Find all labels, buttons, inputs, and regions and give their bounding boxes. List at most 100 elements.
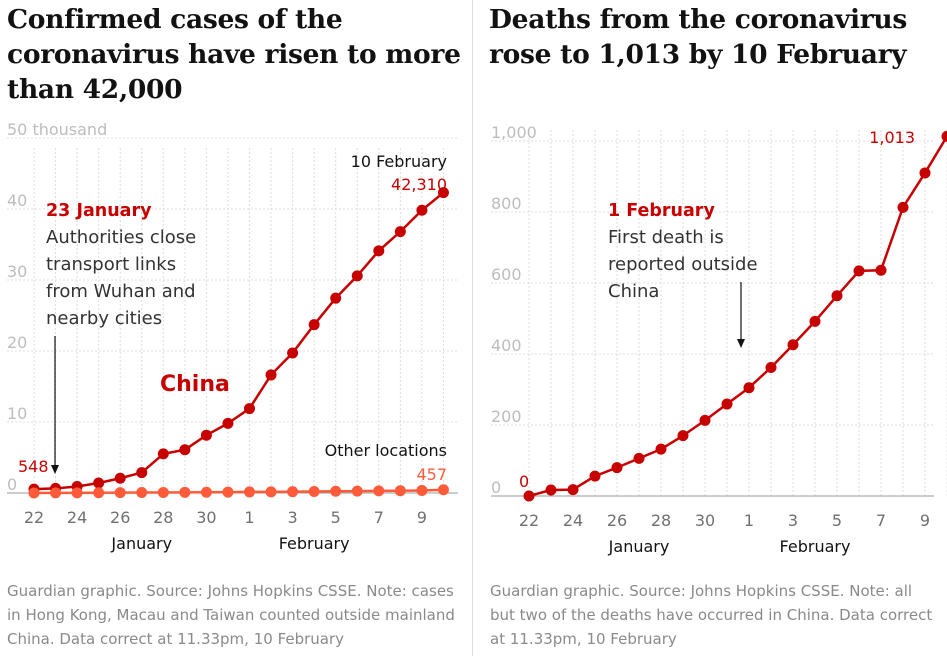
x-tick-label: 5: [832, 511, 842, 530]
y-tick-label: 800: [491, 194, 522, 213]
data-point-deaths: [919, 167, 931, 179]
x-tick-label: 7: [374, 508, 384, 527]
data-point-china: [351, 270, 363, 282]
x-tick-label: 24: [67, 508, 87, 527]
annotation-arrowhead: [737, 339, 745, 348]
cases-footnote: Guardian graphic. Source: Johns Hopkins …: [7, 582, 455, 648]
y-tick-label: 0: [491, 478, 501, 497]
x-tick-label: 9: [417, 508, 427, 527]
event-date-annotation: 23 January: [46, 201, 152, 221]
event-text-annotation: reported outside: [608, 254, 758, 275]
data-point-deaths: [567, 484, 579, 496]
event-text-annotation: transport links: [46, 254, 176, 275]
y-tick-label: 400: [491, 336, 522, 355]
data-point-other: [373, 485, 385, 497]
data-point-other: [308, 485, 320, 497]
other-value-label: 457: [416, 465, 447, 484]
y-tick-label: 0: [7, 475, 17, 494]
x-tick-label: 3: [288, 508, 298, 527]
x-tick-label: 7: [876, 511, 886, 530]
deaths-chart: 1,000 800 600 400 200 0 22 24 26 28 30 1 3 5 7 9 January…: [491, 123, 947, 556]
event-text-annotation: Authorities close: [46, 227, 196, 248]
data-point-deaths: [809, 315, 821, 327]
data-point-deaths: [611, 462, 623, 474]
data-point-deaths: [787, 339, 799, 351]
data-point-other: [93, 487, 105, 499]
y-tick-label: 600: [491, 265, 522, 284]
x-tick-label: 28: [651, 511, 671, 530]
x-tick-label: 30: [695, 511, 715, 530]
cases-panel: Confirmed cases of the coronavirus have …: [0, 0, 468, 656]
data-point-deaths: [875, 264, 887, 276]
data-point-deaths: [523, 490, 535, 502]
data-point-other: [265, 486, 277, 498]
data-point-other: [179, 486, 191, 498]
data-point-deaths: [721, 398, 733, 410]
end-date-label: 10 February: [351, 152, 447, 171]
data-point-china: [265, 369, 277, 381]
cases-chart-title: Confirmed cases of the coronavirus have …: [7, 4, 461, 105]
x-tick-label: 24: [563, 511, 583, 530]
data-point-deaths: [699, 414, 711, 426]
data-point-china: [394, 226, 406, 238]
data-point-china: [179, 444, 191, 456]
data-point-deaths: [589, 470, 601, 482]
data-point-deaths: [677, 430, 689, 442]
y-tick-label: 1,000: [491, 123, 537, 142]
data-point-other: [416, 484, 428, 496]
x-tick-label: 1: [244, 508, 254, 527]
y-tick-label: 200: [491, 407, 522, 426]
data-point-other: [136, 487, 148, 499]
data-point-other: [287, 486, 299, 498]
event-text-annotation: First death is: [608, 227, 724, 248]
x-tick-label: 26: [110, 508, 130, 527]
end-value-label: 1,013: [869, 128, 915, 147]
x-tick-label: 26: [607, 511, 627, 530]
data-point-deaths: [655, 443, 667, 455]
month-label-january: January: [608, 537, 670, 556]
other-locations-label: Other locations: [325, 441, 447, 460]
deaths-panel: Deaths from the coronavirus rose to 1,01…: [482, 0, 947, 656]
data-point-china: [222, 417, 234, 429]
start-value-label: 548: [18, 457, 49, 476]
data-point-china: [114, 472, 126, 484]
y-tick-label: 50 thousand: [7, 120, 107, 139]
y-tick-label: 10: [7, 404, 27, 423]
event-text-annotation: China: [608, 281, 659, 302]
month-label-january: January: [110, 534, 172, 553]
data-point-deaths: [633, 452, 645, 464]
annotation-arrowhead: [51, 465, 59, 474]
month-label-february: February: [279, 534, 350, 553]
data-point-deaths: [897, 201, 909, 213]
data-point-china: [437, 187, 449, 199]
month-label-february: February: [780, 537, 851, 556]
data-point-deaths: [743, 382, 755, 394]
data-point-other: [28, 487, 40, 499]
x-tick-label: 5: [331, 508, 341, 527]
x-tick-label: 30: [196, 508, 216, 527]
x-tick-label: 22: [24, 508, 44, 527]
data-point-china: [416, 204, 428, 216]
x-tick-label: 9: [920, 511, 930, 530]
data-point-china: [308, 319, 320, 331]
data-point-other: [114, 487, 126, 499]
data-point-other: [222, 486, 234, 498]
y-tick-label: 40: [7, 191, 27, 210]
data-point-deaths: [853, 265, 865, 277]
deaths-footnote: Guardian graphic. Source: Johns Hopkins …: [490, 582, 933, 648]
start-value-label: 0: [519, 472, 529, 491]
data-point-china: [136, 467, 148, 479]
panel-divider: [472, 0, 473, 656]
event-text-annotation: from Wuhan and: [46, 281, 196, 302]
series-label-china: China: [160, 372, 230, 397]
data-point-other: [200, 486, 212, 498]
y-tick-label: 20: [7, 333, 27, 352]
end-value-label: 42,310: [391, 175, 447, 194]
data-point-china: [200, 429, 212, 441]
data-point-deaths: [765, 361, 777, 373]
data-point-china: [93, 477, 105, 489]
x-tick-label: 1: [744, 511, 754, 530]
data-point-china: [373, 245, 385, 257]
data-point-other: [50, 487, 62, 499]
series-line-deaths: [528, 135, 947, 498]
